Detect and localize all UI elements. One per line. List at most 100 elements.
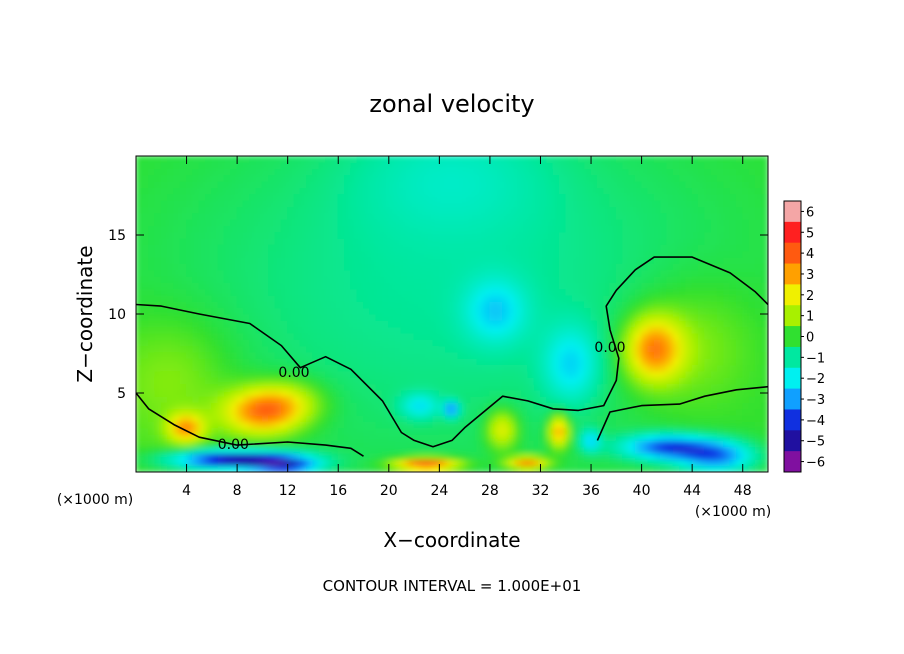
field-cell — [704, 243, 712, 252]
field-cell — [546, 383, 554, 391]
field-cell — [394, 256, 402, 264]
field-cell — [211, 187, 219, 195]
field-cell — [571, 401, 579, 410]
field-cell — [445, 351, 453, 359]
field-cell — [394, 446, 402, 454]
field-cell — [344, 294, 352, 302]
field-cell — [280, 288, 289, 296]
field-cell — [558, 225, 567, 233]
field-cell — [394, 269, 402, 277]
field-cell — [729, 326, 737, 334]
field-cell — [489, 351, 497, 359]
field-cell — [457, 262, 466, 271]
field-cell — [527, 433, 535, 441]
field-cell — [432, 281, 440, 290]
field-cell — [312, 156, 320, 163]
field-cell — [571, 161, 579, 170]
field-cell — [261, 458, 270, 467]
field-cell — [136, 458, 143, 467]
field-cell — [697, 218, 706, 227]
field-cell — [136, 395, 143, 403]
field-cell — [211, 174, 219, 182]
field-cell — [508, 180, 516, 189]
field-cell — [735, 452, 744, 460]
field-cell — [666, 256, 674, 264]
field-cell — [716, 357, 725, 366]
field-cell — [211, 408, 219, 416]
field-cell — [426, 414, 434, 422]
field-cell — [451, 338, 459, 347]
field-cell — [287, 389, 295, 397]
field-cell — [716, 338, 725, 347]
field-cell — [261, 262, 270, 271]
field-cell — [318, 313, 327, 321]
field-cell — [192, 281, 200, 290]
field-cell — [318, 300, 327, 309]
field-cell — [464, 319, 472, 328]
field-cell — [748, 326, 756, 334]
field-cell — [685, 446, 693, 454]
field-cell — [432, 383, 440, 391]
field-cell — [641, 376, 649, 385]
field-cell — [609, 199, 617, 208]
field-cell — [590, 174, 598, 182]
field-cell — [495, 180, 504, 189]
field-cell — [609, 275, 617, 283]
field-cell — [641, 237, 649, 245]
field-cell — [716, 319, 725, 328]
field-cell — [432, 225, 440, 233]
field-cell — [400, 275, 409, 283]
field-cell — [723, 389, 731, 397]
field-cell — [495, 281, 504, 290]
field-cell — [457, 351, 466, 359]
field-cell — [489, 395, 497, 403]
field-cell — [230, 256, 238, 264]
field-cell — [451, 452, 459, 460]
field-cell — [502, 370, 510, 378]
field-cell — [565, 225, 573, 233]
field-cell — [476, 351, 485, 359]
field-cell — [527, 401, 535, 410]
field-cell — [521, 161, 529, 170]
field-cell — [299, 357, 308, 366]
field-cell — [615, 332, 624, 340]
field-cell — [577, 332, 586, 340]
field-cell — [255, 376, 263, 385]
field-cell — [186, 225, 194, 233]
field-cell — [205, 168, 213, 176]
field-cell — [205, 408, 213, 416]
field-cell — [141, 345, 150, 353]
field-cell — [432, 174, 440, 182]
field-cell — [685, 269, 693, 277]
field-cell — [457, 180, 466, 189]
field-cell — [735, 218, 744, 227]
field-cell — [356, 465, 365, 472]
field-cell — [735, 161, 744, 170]
field-cell — [565, 326, 573, 334]
field-cell — [571, 370, 579, 378]
field-cell — [666, 389, 674, 397]
field-cell — [508, 376, 516, 385]
field-cell — [666, 395, 674, 403]
field-cell — [470, 294, 478, 302]
field-cell — [723, 180, 731, 189]
field-cell — [186, 275, 194, 283]
field-cell — [426, 262, 434, 271]
field-cell — [577, 427, 586, 435]
field-cell — [356, 275, 365, 283]
field-cell — [211, 345, 219, 353]
field-cell — [527, 180, 535, 189]
field-cell — [697, 300, 706, 309]
field-cell — [577, 364, 586, 372]
field-cell — [445, 250, 453, 258]
field-cell — [249, 300, 257, 309]
field-cell — [590, 465, 598, 472]
field-cell — [255, 180, 263, 189]
field-cell — [470, 269, 478, 277]
field-cell — [716, 187, 725, 195]
field-cell — [521, 256, 529, 264]
field-cell — [514, 237, 523, 245]
field-cell — [445, 383, 453, 391]
field-cell — [318, 332, 327, 340]
field-cell — [508, 256, 516, 264]
